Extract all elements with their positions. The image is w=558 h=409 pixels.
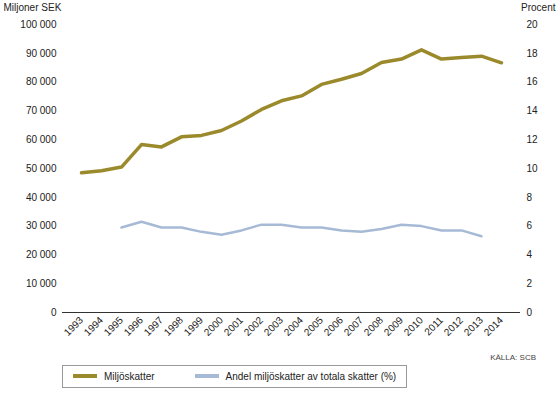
svg-text:2010: 2010 [402,314,426,338]
svg-text:2005: 2005 [302,314,326,338]
svg-text:90 000: 90 000 [26,48,57,59]
svg-text:4: 4 [527,249,533,260]
html-text:Andel miljöskatter av totala s: Andel miljöskatter av totala skatter (%) [225,370,397,382]
svg-text:1996: 1996 [122,314,146,338]
svg-text:2007: 2007 [342,314,366,338]
svg-text:80 000: 80 000 [26,76,57,87]
html-text:KÄLLA: SCB: KÄLLA: SCB [490,353,536,362]
svg-text:40 000: 40 000 [26,192,57,203]
svg-text:1998: 1998 [162,314,186,338]
svg-text:12: 12 [527,134,539,145]
svg-text:16: 16 [527,76,539,87]
svg-text:Procent: Procent [521,2,556,13]
svg-text:14: 14 [527,105,539,116]
svg-text:1999: 1999 [182,314,206,338]
svg-text:100 000: 100 000 [20,19,57,30]
svg-text:2001: 2001 [222,314,246,338]
svg-text:10: 10 [527,163,539,174]
svg-text:8: 8 [527,192,533,203]
svg-text:2012: 2012 [442,314,466,338]
svg-text:Miljoner SEK: Miljoner SEK [4,2,62,13]
svg-text:2014: 2014 [482,314,506,338]
svg-text:6: 6 [527,220,533,231]
svg-text:1997: 1997 [142,314,166,338]
svg-text:2011: 2011 [422,314,445,337]
svg-text:20: 20 [527,19,539,30]
svg-text:2000: 2000 [202,314,226,338]
svg-text:2: 2 [527,278,533,289]
svg-text:0: 0 [51,307,57,318]
svg-text:2008: 2008 [362,314,386,338]
svg-text:10 000: 10 000 [26,278,57,289]
svg-text:2002: 2002 [242,314,266,338]
svg-text:2009: 2009 [382,314,406,338]
svg-text:1994: 1994 [82,314,106,338]
svg-text:20 000: 20 000 [26,249,57,260]
svg-text:2003: 2003 [262,314,286,338]
svg-text:50 000: 50 000 [26,163,57,174]
svg-text:70 000: 70 000 [26,105,57,116]
svg-text:2004: 2004 [282,314,306,338]
svg-text:1995: 1995 [102,314,126,338]
svg-text:30 000: 30 000 [26,220,57,231]
svg-text:1993: 1993 [62,314,86,338]
svg-text:60 000: 60 000 [26,134,57,145]
svg-text:2006: 2006 [322,314,346,338]
svg-text:0: 0 [527,307,533,318]
svg-text:2013: 2013 [462,314,486,338]
html-text:Miljöskatter: Miljöskatter [104,370,155,382]
svg-text:18: 18 [527,48,539,59]
